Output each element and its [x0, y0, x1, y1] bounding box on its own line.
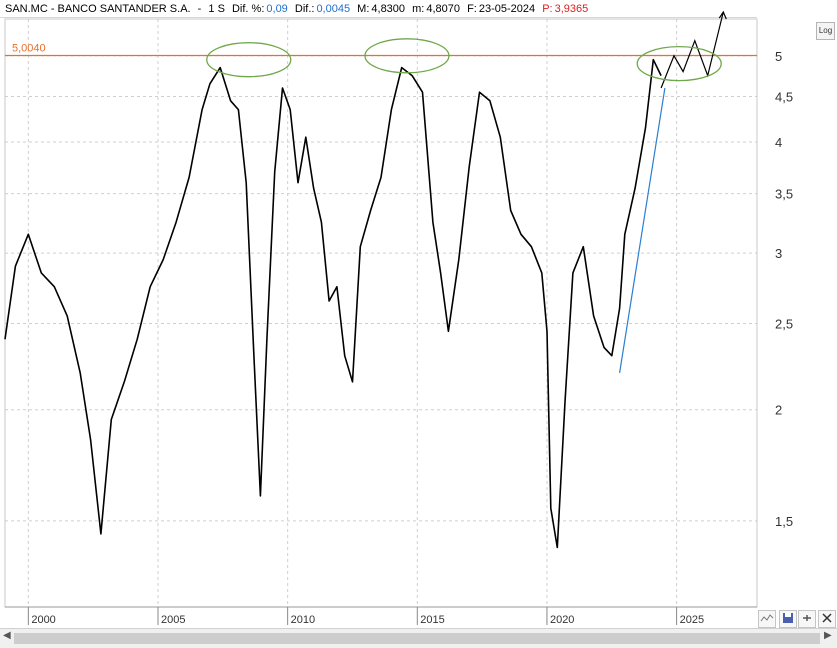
header-separator: -: [197, 3, 202, 15]
min-value: 4,8070: [426, 3, 460, 15]
y-tick-label: 2: [775, 403, 782, 418]
resistance-test-circle: [364, 38, 450, 74]
y-tick-label: 4,5: [775, 90, 793, 105]
chart-header: SAN.MC - BANCO SANTANDER S.A. - 1 S Dif.…: [0, 0, 757, 18]
y-tick-label: 3: [775, 246, 782, 261]
resistance-label: 5,0040: [12, 43, 46, 55]
projection-line: [660, 11, 724, 89]
scroll-right-icon[interactable]: ▶: [824, 630, 832, 641]
axis-layer: 1,5 2 2,5 3 3,5 4 4,5 5 2000 2005 2010 2015 2020 2025: [4, 18, 793, 626]
x-tick-label: 2010: [291, 614, 315, 626]
grid-layer: [5, 19, 757, 607]
annotation-layer: [206, 38, 722, 82]
projection-arrowhead: [718, 10, 727, 20]
save-icon[interactable]: [779, 610, 797, 628]
symbol-label: SAN.MC - BANCO SANTANDER S.A.: [5, 3, 191, 15]
y-tick-label: 1,5: [775, 514, 793, 529]
timeframe-label: 1 S: [208, 3, 225, 15]
trendline: [619, 87, 666, 373]
x-tick-label: 2015: [420, 614, 444, 626]
y-tick-label: 5: [775, 49, 782, 64]
pin-icon[interactable]: [798, 610, 816, 628]
y-tick-label: 4: [775, 135, 782, 150]
series-layer: [4, 10, 727, 549]
max-value: 4,8300: [371, 3, 406, 15]
horizontal-scrollbar[interactable]: ◀ ▶: [0, 628, 837, 648]
close-icon[interactable]: [818, 610, 836, 628]
dif-pct-label: Dif. %:: [231, 3, 265, 15]
min-label: m:: [412, 3, 425, 15]
max-label: M:: [357, 3, 370, 15]
date-value: 23-05-2024: [478, 3, 536, 15]
x-tick-label: 2020: [550, 614, 574, 626]
indicator-icon[interactable]: [758, 610, 776, 628]
y-tick-label: 3,5: [775, 187, 793, 202]
x-tick-label: 2025: [680, 614, 704, 626]
dif-value: 0,0045: [316, 3, 351, 15]
dif-label: Dif.:: [294, 3, 315, 15]
y-tick-label: 2,5: [775, 317, 793, 332]
price-line: [4, 58, 662, 549]
resistance-test-circle: [206, 42, 292, 78]
close-value: 3,9365: [554, 3, 589, 15]
scroll-left-icon[interactable]: ◀: [3, 630, 11, 641]
close-label: P:: [542, 3, 553, 15]
date-label: F:: [467, 3, 477, 15]
plot-frame: [4, 18, 758, 608]
log-scale-button[interactable]: Log: [816, 22, 835, 40]
resistance-test-circle: [636, 45, 722, 82]
dif-pct-value: 0,09: [266, 3, 288, 15]
resistance-layer: 5,0040: [5, 43, 757, 57]
x-tick-label: 2000: [31, 614, 55, 626]
scroll-thumb[interactable]: [14, 633, 820, 644]
x-tick-label: 2005: [161, 614, 185, 626]
